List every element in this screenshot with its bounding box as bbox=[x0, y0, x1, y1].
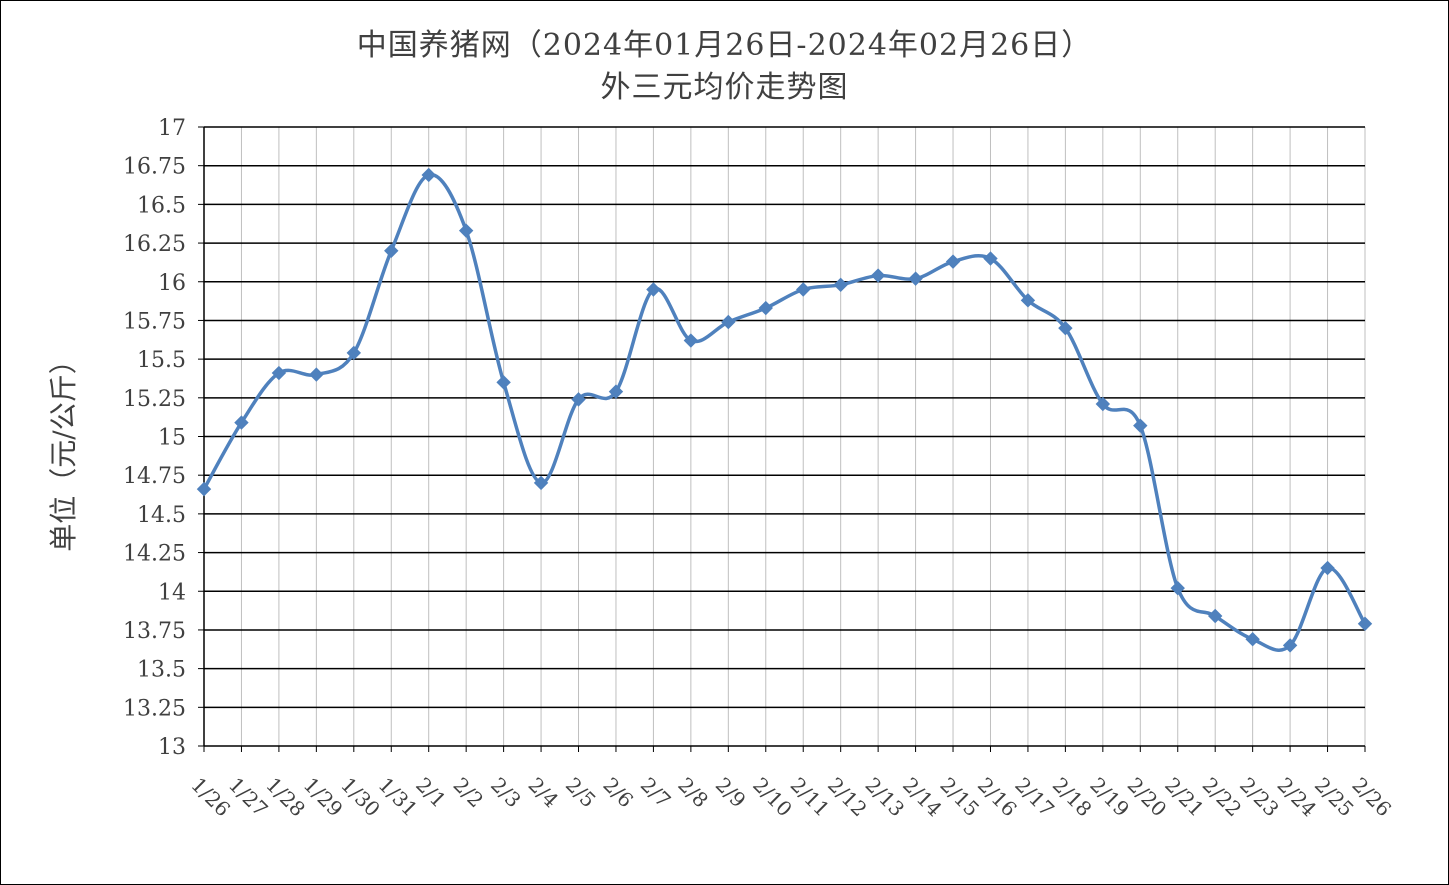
data-point bbox=[646, 282, 661, 297]
y-tick-label: 14.25 bbox=[123, 542, 186, 567]
grid bbox=[204, 126, 1366, 746]
data-point bbox=[833, 277, 848, 293]
y-tick-label: 17 bbox=[158, 116, 186, 141]
data-point bbox=[533, 475, 549, 491]
data-point bbox=[309, 367, 324, 382]
x-tick-label: 2/2 bbox=[449, 773, 489, 813]
x-tick-label: 2/5 bbox=[561, 773, 601, 813]
x-tick-label: 2/3 bbox=[486, 773, 526, 813]
x-tick-label: 2/15 bbox=[935, 773, 984, 822]
data-point bbox=[196, 481, 212, 497]
chart-title: 中国养猪网（2024年01月26日-2024年02月26日） bbox=[356, 28, 1093, 63]
y-tick-label: 16.75 bbox=[123, 155, 186, 180]
y-tick-label: 14.5 bbox=[137, 503, 186, 528]
axes bbox=[198, 126, 1366, 752]
data-point bbox=[1357, 616, 1373, 631]
x-tick-label: 2/14 bbox=[898, 773, 947, 822]
x-tick-label: 1/26 bbox=[186, 773, 235, 822]
data-point bbox=[758, 300, 773, 316]
y-tick-label: 13.5 bbox=[137, 658, 186, 683]
data-point bbox=[870, 268, 886, 283]
y-tick-label: 15 bbox=[158, 426, 186, 451]
data-point bbox=[796, 282, 811, 297]
x-tick-label: 2/22 bbox=[1198, 773, 1247, 822]
data-point bbox=[421, 167, 436, 183]
y-tick-labels: 13 13.25 13.5 13.75 14 14.25 14.5 14.75 15 15.25 1… bbox=[123, 116, 186, 760]
data-point bbox=[1245, 632, 1260, 647]
data-point bbox=[1320, 560, 1335, 576]
series-line bbox=[202, 173, 1367, 652]
x-tick-label: 2/10 bbox=[748, 773, 797, 822]
x-tick-label: 2/7 bbox=[636, 773, 676, 813]
x-tick-label: 2/4 bbox=[524, 773, 564, 813]
x-tick-label: 1/31 bbox=[374, 773, 423, 822]
data-point bbox=[608, 384, 624, 399]
data-point bbox=[983, 251, 998, 266]
y-tick-label: 13.75 bbox=[123, 619, 186, 644]
x-tick-label: 2/24 bbox=[1273, 773, 1322, 822]
x-tick-label: 1/29 bbox=[299, 773, 348, 822]
y-tick-label: 13.25 bbox=[123, 696, 186, 721]
x-tick-label: 2/12 bbox=[823, 773, 872, 822]
x-tick-label: 2/6 bbox=[598, 773, 638, 813]
data-point bbox=[234, 415, 249, 430]
data-point bbox=[1058, 320, 1073, 336]
data-point bbox=[346, 345, 362, 361]
data-point bbox=[945, 254, 961, 269]
x-tick-label: 2/23 bbox=[1235, 773, 1284, 822]
data-point bbox=[384, 243, 399, 259]
x-tick-label: 2/11 bbox=[786, 773, 835, 822]
y-tick-label: 16.5 bbox=[137, 193, 186, 218]
x-tick-label: 2/17 bbox=[1010, 773, 1059, 822]
chart-subtitle: 外三元均价走势图 bbox=[600, 70, 849, 105]
data-point bbox=[571, 392, 586, 407]
data-point bbox=[1020, 293, 1036, 308]
x-tick-label: 2/20 bbox=[1123, 773, 1172, 822]
data-point bbox=[1282, 638, 1298, 653]
data-point bbox=[683, 333, 699, 348]
x-tick-label: 2/26 bbox=[1347, 773, 1396, 822]
data-point bbox=[1133, 418, 1148, 433]
data-point bbox=[496, 375, 511, 390]
data-point bbox=[271, 365, 287, 381]
x-tick-label: 2/16 bbox=[973, 773, 1022, 822]
x-tick-label: 1/27 bbox=[224, 773, 273, 822]
y-tick-label: 16 bbox=[158, 271, 186, 296]
y-tick-label: 15.75 bbox=[123, 309, 186, 334]
x-tick-label: 2/21 bbox=[1160, 773, 1209, 822]
x-tick-label: 2/9 bbox=[711, 773, 751, 813]
x-tick-label: 2/25 bbox=[1310, 773, 1359, 822]
x-tick-label: 2/18 bbox=[1048, 773, 1097, 822]
y-tick-label: 15.25 bbox=[123, 387, 186, 412]
data-point bbox=[1170, 580, 1185, 596]
x-tick-label: 2/8 bbox=[673, 773, 713, 813]
y-tick-label: 14.75 bbox=[123, 464, 186, 489]
series-price bbox=[196, 167, 1373, 653]
x-tick-label: 1/30 bbox=[336, 773, 385, 822]
data-point bbox=[1207, 608, 1223, 624]
data-point bbox=[458, 223, 474, 238]
y-tick-label: 16.25 bbox=[123, 232, 186, 257]
data-point bbox=[908, 271, 923, 286]
y-tick-label: 13 bbox=[158, 735, 186, 760]
y-tick-label: 14 bbox=[158, 580, 186, 605]
x-tick-labels: 1/261/271/281/291/301/312/12/22/32/42/52… bbox=[186, 773, 1396, 822]
x-tick-label: 2/19 bbox=[1085, 773, 1134, 822]
x-tick-label: 2/13 bbox=[861, 773, 910, 822]
y-tick-label: 15.5 bbox=[137, 348, 186, 373]
x-tick-label: 1/28 bbox=[261, 773, 310, 822]
data-point bbox=[1095, 396, 1111, 412]
data-point bbox=[721, 314, 736, 330]
